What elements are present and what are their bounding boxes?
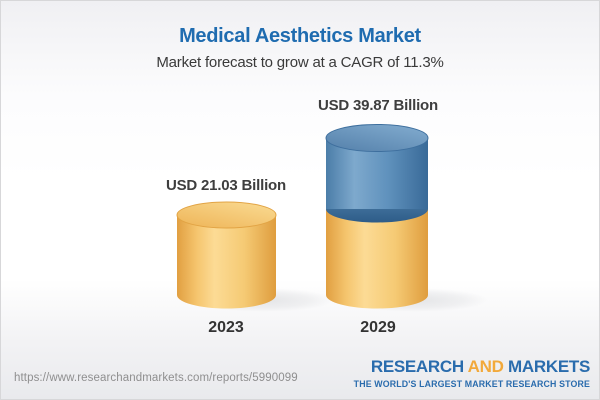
research-and-markets-logo[interactable]: RESEARCH AND MARKETS THE WORLD'S LARGEST… xyxy=(353,357,591,389)
value-label-2023: USD 21.03 Billion xyxy=(166,177,286,194)
logo-wordmark: RESEARCH AND MARKETS xyxy=(354,357,590,377)
bar-2023-cylinder xyxy=(176,201,334,312)
axis-label-2029: 2029 xyxy=(360,319,396,336)
bar-2029-top-cap xyxy=(325,124,429,152)
bar-2023-top-cap xyxy=(176,201,277,229)
axis-label-2023: 2023 xyxy=(208,319,244,336)
report-url-link[interactable]: https://www.researchandmarkets.com/repor… xyxy=(14,372,298,384)
bar-2029-cylinder xyxy=(325,124,488,312)
logo-word-research: RESEARCH xyxy=(370,357,464,376)
page-title: Medical Aesthetics Market xyxy=(179,25,421,47)
page-subtitle: Market forecast to grow at a CAGR of 11.… xyxy=(156,54,444,71)
bar-2023-body xyxy=(177,215,276,309)
bar-2029-base-segment xyxy=(326,209,428,309)
logo-word-markets: MARKETS xyxy=(508,357,590,376)
logo-tagline: THE WORLD'S LARGEST MARKET RESEARCH STOR… xyxy=(353,379,590,389)
logo-word-and: AND xyxy=(467,357,504,376)
value-label-2029: USD 39.87 Billion xyxy=(318,97,438,114)
